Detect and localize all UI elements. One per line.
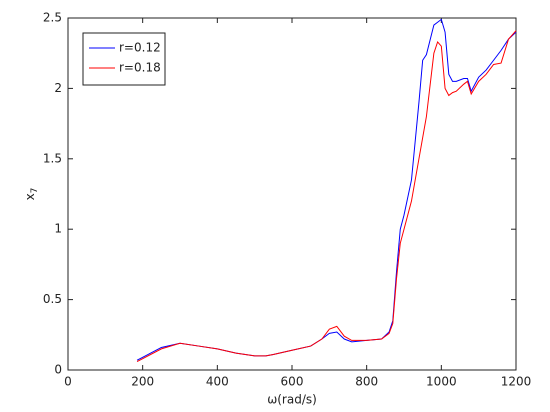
y-tick-label: 1.5 [43,151,62,165]
x-tick-label: 200 [131,375,154,389]
x-tick-label: 1200 [501,375,532,389]
x-tick-label: 400 [206,375,229,389]
legend-label: r=0.12 [119,41,161,55]
y-axis-label: x7 [23,188,40,201]
x-axis-label: ω(rad/s) [267,393,317,407]
x-tick-label: 800 [355,375,378,389]
y-tick-label: 2 [54,81,62,95]
legend-box [82,32,166,86]
y-tick-label: 0.5 [43,292,62,306]
x-tick-label: 1000 [426,375,457,389]
y-label-sub: 7 [30,188,40,194]
legend-label: r=0.18 [119,61,161,75]
y-tick-label: 0 [54,363,62,377]
x-tick-label: 0 [64,375,72,389]
y-label-main: x [23,193,37,200]
y-tick-label: 1 [54,222,62,236]
series-line [136,30,517,362]
y-tick-label: 2.5 [43,11,62,25]
x-tick-label: 600 [281,375,304,389]
